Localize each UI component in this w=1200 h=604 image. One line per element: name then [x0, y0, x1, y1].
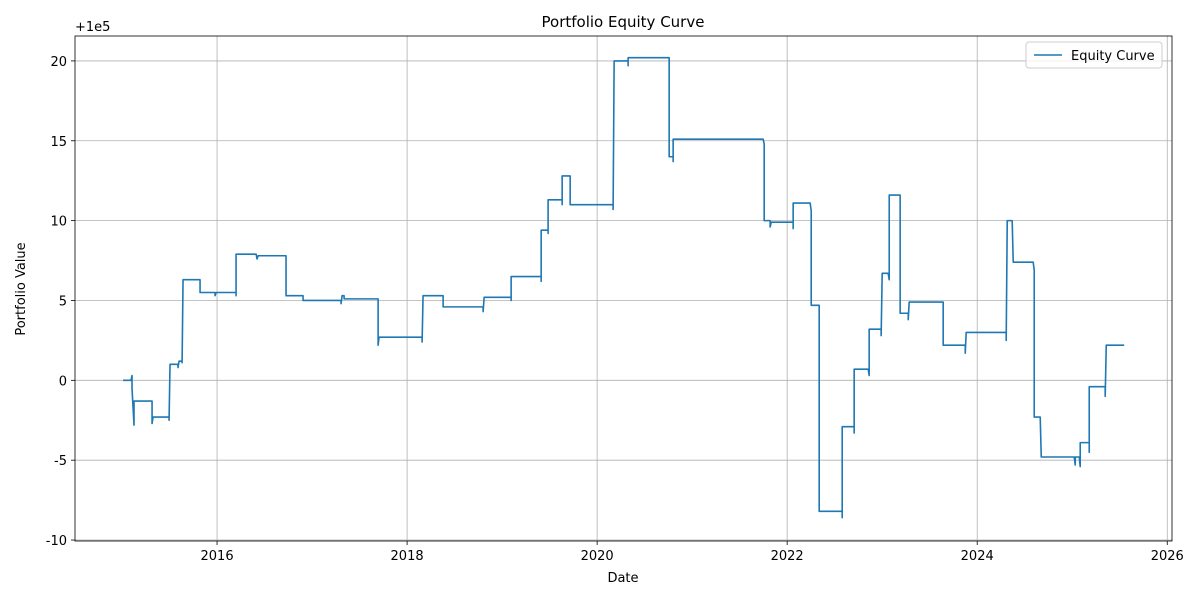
y-tick-label: 5: [59, 294, 67, 309]
x-tick-label: 2016: [201, 549, 234, 564]
y-tick-label: -10: [46, 534, 67, 549]
x-tick-label: 2018: [391, 549, 424, 564]
x-tick-label: 2026: [1151, 549, 1184, 564]
y-axis-label: Portfolio Value: [14, 242, 29, 335]
x-tick-label: 2022: [771, 549, 804, 564]
axis-offset: +1e5: [75, 20, 110, 35]
x-tick-label: 2024: [961, 549, 994, 564]
y-tick-label: 10: [50, 215, 67, 230]
y-tick-label: 0: [59, 374, 67, 389]
y-tick-label: 20: [50, 55, 67, 70]
y-tick-label: 15: [50, 135, 67, 150]
x-axis-label: Date: [607, 571, 638, 586]
axes-frame: [74, 35, 1173, 542]
x-tick-label: 2020: [581, 549, 614, 564]
line-series: [123, 56, 1125, 519]
y-tick-label: -5: [54, 454, 67, 469]
legend-box: [1025, 41, 1163, 69]
legend-label: Equity Curve: [1071, 49, 1155, 64]
chart-title: Portfolio Equity Curve: [542, 13, 705, 31]
